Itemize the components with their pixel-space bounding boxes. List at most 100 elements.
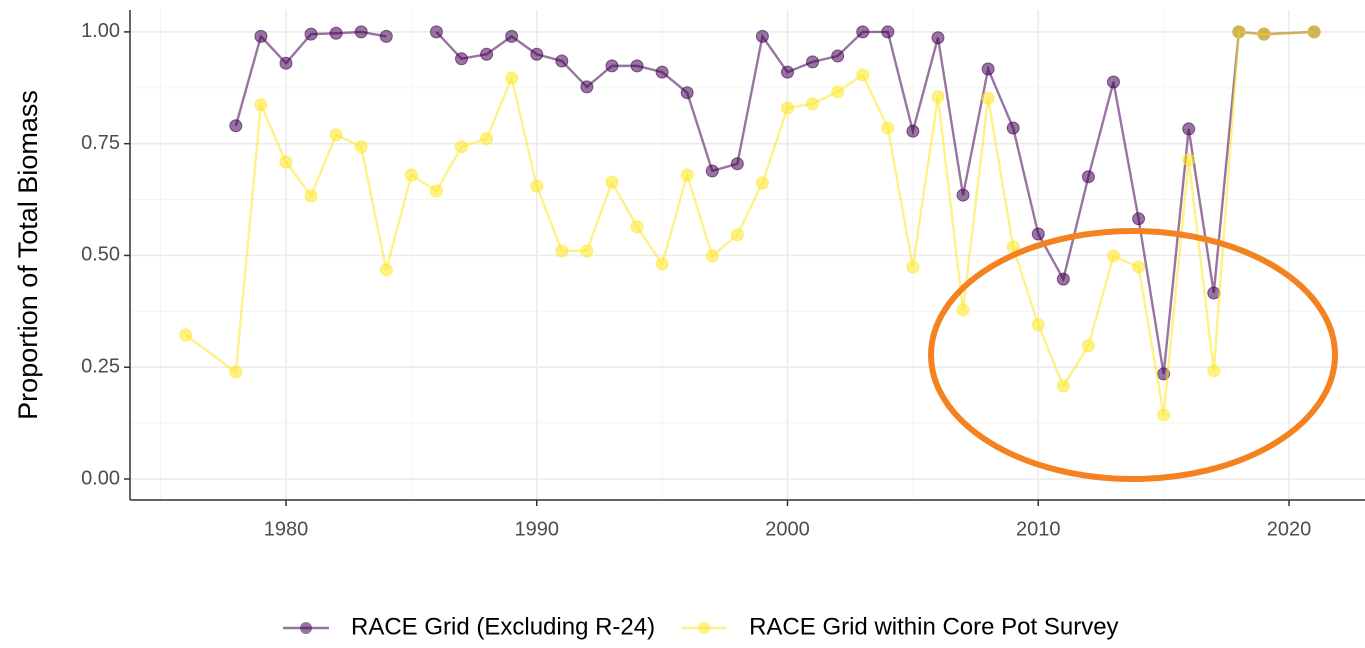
data-point	[1031, 318, 1045, 332]
data-point	[455, 140, 469, 154]
data-point	[956, 188, 970, 202]
data-point	[755, 176, 769, 190]
y-tick-label: 0.25	[81, 355, 120, 377]
data-point	[1307, 25, 1321, 39]
data-point	[229, 365, 243, 379]
legend-label: RACE Grid (Excluding R-24)	[351, 613, 655, 640]
data-point	[1132, 260, 1146, 274]
y-tick-label: 0.75	[81, 132, 120, 154]
data-point	[429, 25, 443, 39]
legend: RACE Grid (Excluding R-24) RACE Grid with…	[283, 613, 1119, 640]
data-point	[680, 168, 694, 182]
data-point	[780, 65, 794, 79]
data-point	[329, 26, 343, 40]
data-point	[1081, 339, 1095, 353]
data-point	[705, 249, 719, 263]
grid	[130, 10, 1365, 500]
series-line	[184, 30, 1315, 416]
data-point	[1207, 364, 1221, 378]
data-point	[680, 86, 694, 100]
data-point	[605, 175, 619, 189]
data-point	[730, 228, 744, 242]
data-point	[1056, 379, 1070, 393]
data-point	[329, 128, 343, 142]
data-point	[906, 124, 920, 138]
data-point	[555, 244, 569, 258]
data-point	[831, 85, 845, 99]
data-point	[1031, 227, 1045, 241]
x-tick-label: 2010	[1016, 518, 1061, 540]
data-point	[705, 164, 719, 178]
data-point	[304, 189, 318, 203]
y-tick-label: 0.50	[81, 244, 120, 266]
data-point	[730, 157, 744, 171]
data-point	[179, 328, 193, 342]
data-point	[1207, 286, 1221, 300]
data-point	[229, 119, 243, 133]
data-point	[906, 260, 920, 274]
plot-marks	[179, 25, 1321, 422]
data-point	[655, 65, 669, 79]
data-point	[1232, 25, 1246, 39]
data-point	[254, 29, 268, 43]
series-line	[234, 30, 1315, 375]
highlight-ellipse	[928, 228, 1338, 482]
data-point	[956, 303, 970, 317]
y-tick-label: 0.00	[81, 467, 120, 489]
data-point	[856, 68, 870, 82]
data-point	[655, 257, 669, 271]
y-tick-label: 1.00	[81, 20, 120, 42]
data-point	[580, 244, 594, 258]
data-point	[505, 71, 519, 85]
data-point	[480, 132, 494, 146]
data-point	[354, 25, 368, 39]
x-tick-label: 2020	[1267, 518, 1312, 540]
data-point	[630, 220, 644, 234]
data-point	[1006, 121, 1020, 135]
data-point	[1157, 408, 1171, 422]
data-point	[279, 56, 293, 70]
data-point	[379, 263, 393, 277]
legend-label: RACE Grid within Core Pot Survey	[749, 613, 1118, 640]
data-point	[780, 101, 794, 115]
data-point	[630, 59, 644, 73]
data-point	[981, 62, 995, 76]
data-point	[1257, 27, 1271, 41]
data-point	[931, 90, 945, 104]
data-point	[856, 25, 870, 39]
data-point	[455, 52, 469, 66]
data-point	[931, 31, 945, 45]
x-tick-label: 2000	[765, 518, 810, 540]
data-point	[981, 91, 995, 105]
data-point	[1106, 249, 1120, 263]
data-point	[806, 97, 820, 111]
data-point	[881, 25, 895, 39]
data-point	[555, 54, 569, 68]
data-point	[480, 47, 494, 61]
data-point	[1081, 170, 1095, 184]
data-point	[755, 29, 769, 43]
data-point	[530, 47, 544, 61]
data-point	[254, 98, 268, 112]
data-point	[1106, 75, 1120, 89]
data-point	[806, 55, 820, 69]
data-point	[304, 27, 318, 41]
data-point	[379, 29, 393, 43]
data-point	[1056, 272, 1070, 286]
data-point	[404, 168, 418, 182]
legend-swatch-point	[300, 622, 312, 634]
data-point	[1182, 122, 1196, 136]
data-point	[580, 80, 594, 94]
data-point	[354, 140, 368, 154]
data-point	[429, 184, 443, 198]
x-tick-label: 1980	[264, 518, 309, 540]
data-point	[605, 59, 619, 73]
data-point	[831, 49, 845, 63]
data-point	[881, 121, 895, 135]
data-point	[279, 155, 293, 169]
data-point	[530, 179, 544, 193]
data-point	[1132, 212, 1146, 226]
data-point	[1182, 153, 1196, 167]
x-tick-label: 1990	[514, 518, 559, 540]
